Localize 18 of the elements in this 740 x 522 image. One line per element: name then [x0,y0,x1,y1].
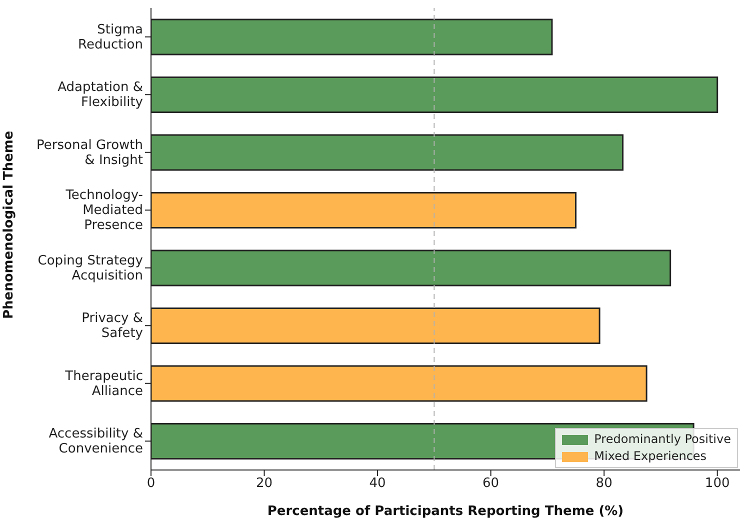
x-tick-label: 40 [369,476,386,492]
x-tick-label: 80 [596,476,612,492]
x-tick-label: 100 [704,476,730,492]
y-tick-label: Privacy & Safety [82,310,144,341]
legend-label: Mixed Experiences [594,448,707,465]
y-tick-label: Therapeutic Alliance [64,368,143,398]
x-tick-label: 0 [146,476,156,492]
x-axis-title: Percentage of Participants Reporting Theme (%) [267,504,624,519]
y-tick-label: Accessibility & Convenience [48,426,143,456]
y-tick-label: Coping Strategy Acquisition [38,252,144,283]
y-tick-label: Stigma Reduction [78,22,143,52]
y-tick-label: Technology- Mediated Presence [64,188,144,233]
x-tick-label: 60 [482,476,500,492]
y-tick-label: Adaptation & Flexibility [58,80,144,110]
legend-label: Predominantly Positive [594,431,731,448]
y-axis-title: Phenomenological Theme [2,130,17,319]
y-tick-label: Personal Growth & Insight [36,137,143,168]
x-tick-label: 20 [256,476,273,492]
